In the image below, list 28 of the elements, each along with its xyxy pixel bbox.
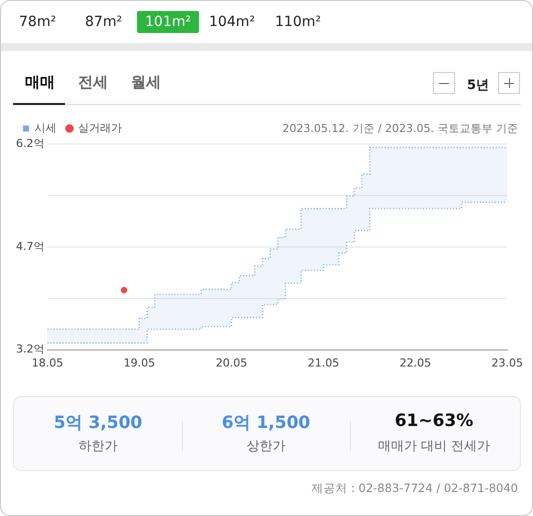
text: 제공처 : 02-883-7724 / 02-871-8040 — [311, 481, 518, 496]
text: 매매가 대비 전세가 — [376, 438, 492, 455]
text: 매매 — [25, 73, 55, 92]
x-tick-label: 21.05 — [308, 356, 340, 370]
text: 상한가 — [246, 438, 286, 455]
y-tick-label: 6.2억 — [16, 136, 44, 150]
text: 2023.05.12. 기준 / 2023.05. 국토교통부 기준 — [282, 121, 518, 136]
text: 78m² — [18, 13, 58, 32]
y-tick-label: 3.2억 — [16, 342, 44, 356]
x-tick-label: 20.05 — [216, 356, 248, 370]
text: 6억 1,500 — [220, 412, 312, 434]
text: 61~63% — [394, 411, 474, 431]
x-tick-label: 19.05 — [124, 356, 156, 370]
text: 87m² — [84, 13, 124, 32]
text: 전세 — [78, 73, 108, 92]
text: 월세 — [131, 73, 161, 92]
text: 101m² — [137, 11, 199, 33]
x-tick-label: 23.05 — [492, 356, 524, 370]
x-tick-label: 18.05 — [32, 356, 64, 370]
y-tick-label: 4.7억 — [16, 240, 44, 253]
text: 하한가 — [78, 438, 118, 455]
text: 110m² — [274, 13, 322, 32]
legend-label: 실거래가 — [78, 121, 122, 134]
legend-label: 시세 — [34, 121, 56, 134]
x-tick-label: 22.05 — [400, 356, 432, 370]
text: 5년 — [467, 77, 490, 94]
text: 5억 3,500 — [52, 412, 144, 434]
text: 104m² — [208, 13, 256, 32]
